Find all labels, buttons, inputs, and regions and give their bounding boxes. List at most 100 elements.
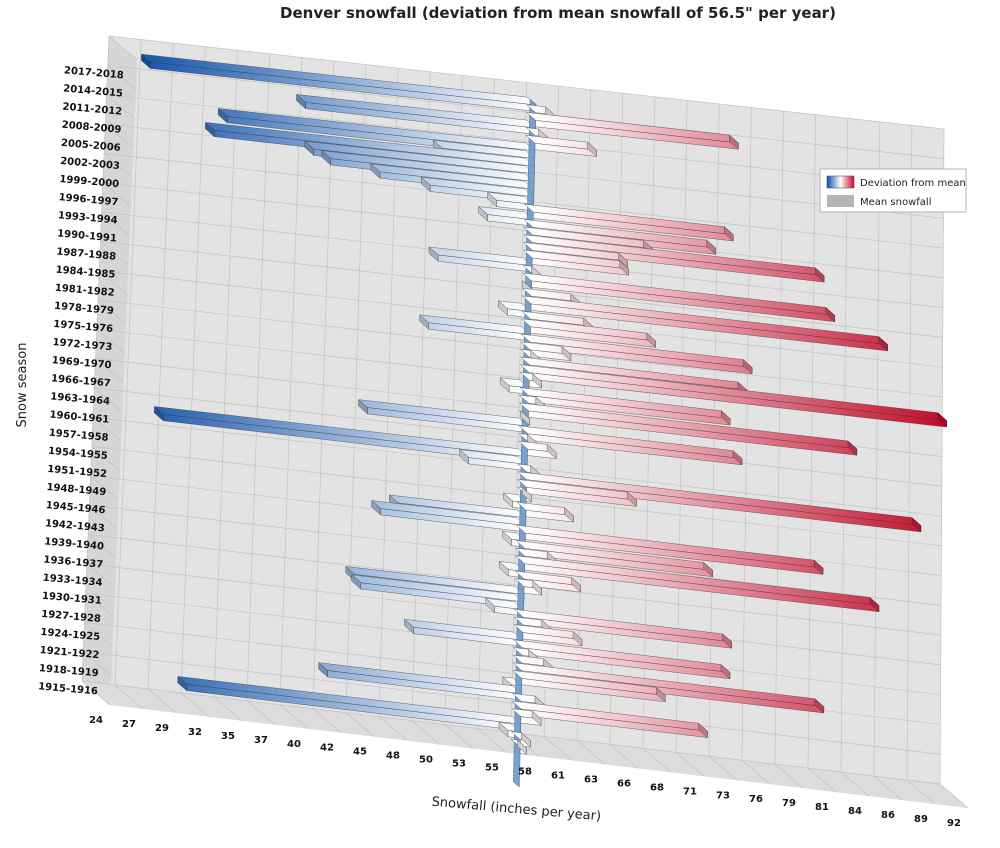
x-tick-label: 86 xyxy=(881,810,895,821)
grid-line-horizontal xyxy=(99,270,943,368)
x-tick-label: 48 xyxy=(386,751,400,762)
bar xyxy=(497,300,532,318)
y-tick-label: 2014-2015 xyxy=(63,83,124,99)
bar-end xyxy=(154,406,164,422)
y-tick-label: 1954-1955 xyxy=(48,446,109,462)
y-tick-label: 2002-2003 xyxy=(60,156,121,172)
grid-line-side xyxy=(85,592,114,618)
bar-end xyxy=(318,662,328,678)
y-tick-label: 1996-1997 xyxy=(58,192,119,208)
grid-line-horizontal xyxy=(94,387,942,487)
bar-end xyxy=(561,346,572,362)
grid-line-horizontal xyxy=(89,504,942,606)
y-tick-label: 1918-1919 xyxy=(39,663,100,679)
y-tick-label: 1978-1979 xyxy=(54,301,115,317)
x-tick-label: 61 xyxy=(551,770,565,781)
legend-swatch-mean xyxy=(827,195,854,207)
bar-end xyxy=(813,559,824,575)
y-tick-label: 1975-1976 xyxy=(53,319,114,335)
legend-swatch-deviation xyxy=(826,175,855,189)
bar xyxy=(510,739,528,755)
x-tick-labels: 24 27 29 32 35 37 40 42 45 48 50 53 55 58 61 63 66 68 71 73… xyxy=(89,715,961,829)
y-tick-label: 1990-1991 xyxy=(57,228,118,244)
bar-end xyxy=(321,150,332,166)
x-tick-label: 27 xyxy=(122,719,136,730)
y-tick-label: 1984-1985 xyxy=(55,265,116,281)
chart-walls xyxy=(81,35,969,809)
bar-end xyxy=(814,698,825,714)
grid-line-side xyxy=(106,94,135,119)
y-tick-label: 1999-2000 xyxy=(59,174,120,190)
grid-line-floor xyxy=(774,763,804,789)
bar xyxy=(522,249,630,276)
x-tick-label: 37 xyxy=(254,735,268,746)
bar-end xyxy=(706,239,716,255)
bar-end xyxy=(485,597,495,613)
bar xyxy=(510,731,532,748)
grid-line-horizontal xyxy=(106,94,944,189)
grid-line-floor xyxy=(345,712,375,737)
x-tick-label: 84 xyxy=(848,806,862,817)
grid-line-side xyxy=(98,270,128,295)
bar xyxy=(525,135,598,157)
grid-line-side xyxy=(102,182,132,207)
grid-line-side xyxy=(89,504,118,530)
bar xyxy=(487,191,535,211)
y-axis-title: Snow season xyxy=(15,343,30,428)
x-tick-label: 55 xyxy=(485,763,499,774)
bars-back xyxy=(140,53,537,739)
grid-line-floor xyxy=(873,775,903,801)
y-tick-label: 2005-2006 xyxy=(60,138,121,154)
grid-line-side xyxy=(92,416,122,442)
bar-end xyxy=(419,314,429,330)
y-tick-label: 1960-1961 xyxy=(49,410,110,426)
bar-end xyxy=(520,410,530,426)
bar xyxy=(511,700,709,738)
y-tick-label: 1939-1940 xyxy=(44,536,105,552)
grid-line-side xyxy=(103,153,133,178)
bar-end xyxy=(619,260,629,276)
chart-title: Denver snowfall (deviation from mean sno… xyxy=(280,4,836,22)
bar-end xyxy=(721,410,731,426)
bar-end xyxy=(720,664,731,680)
grid-line-side xyxy=(84,622,113,647)
grid-line-horizontal xyxy=(97,299,943,398)
bar-end xyxy=(522,487,532,503)
bar-end xyxy=(546,444,557,460)
bar-end xyxy=(571,577,581,593)
grid-line-floor xyxy=(180,692,210,718)
bar-end xyxy=(498,561,509,577)
bar-end xyxy=(177,676,188,691)
bar xyxy=(519,372,543,389)
y-tick-label: 1993-1994 xyxy=(57,210,118,226)
grid-line-side xyxy=(96,328,125,354)
bar xyxy=(523,203,734,242)
bar xyxy=(515,524,824,575)
x-tick-label: 32 xyxy=(188,727,202,738)
bar-end xyxy=(521,732,531,748)
bar xyxy=(513,624,583,647)
bar-end xyxy=(503,492,513,508)
y-tick-label: 1948-1949 xyxy=(46,482,107,498)
y-tick-label: 2017-2018 xyxy=(64,65,125,81)
bar xyxy=(521,295,889,352)
bar xyxy=(516,502,575,523)
y-tick-label: 1942-1943 xyxy=(45,518,106,534)
grid-line-floor xyxy=(708,756,738,781)
y-tick-label: 2011-2012 xyxy=(62,102,123,118)
bar-end xyxy=(404,618,414,634)
y-tick-label: 1969-1970 xyxy=(51,355,112,371)
bar xyxy=(515,555,880,613)
x-tick-label: 73 xyxy=(716,790,730,801)
grid-line-side xyxy=(108,35,138,61)
grid-line-side xyxy=(91,446,121,471)
bar xyxy=(522,272,836,323)
x-tick-label: 58 xyxy=(518,767,532,778)
y-tick-label: 1951-1952 xyxy=(47,464,108,480)
legend-label-deviation: Deviation from mean xyxy=(860,178,966,189)
bar-end xyxy=(499,377,510,393)
bar xyxy=(177,676,522,731)
bar-end xyxy=(937,412,947,428)
grid-line-floor xyxy=(642,748,672,773)
